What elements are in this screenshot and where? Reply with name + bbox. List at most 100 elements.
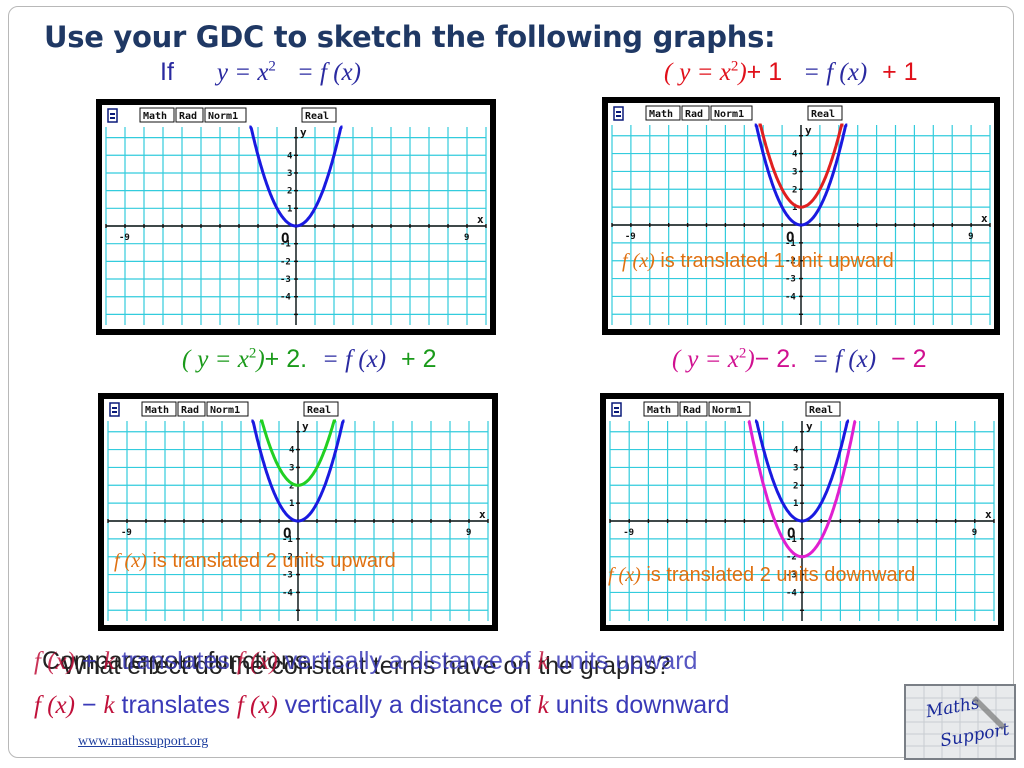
y-tick-label: -4 xyxy=(280,293,291,303)
x-axis-label: x xyxy=(985,508,992,521)
y-axis-label: y xyxy=(300,126,307,139)
eq-open: ( xyxy=(672,346,681,373)
rule-fx: f (x) xyxy=(34,648,75,675)
rule-upward: f (x) + k translates f (x) vertically a … xyxy=(34,647,697,676)
status-math-badge xyxy=(139,107,175,123)
status-label: Math xyxy=(649,109,673,120)
status-label: Norm1 xyxy=(208,111,238,122)
y-tick-label: -2 xyxy=(282,553,293,563)
battery-icon xyxy=(611,402,622,417)
status-rad-badge xyxy=(175,107,204,123)
x-tick-right: 9 xyxy=(464,233,469,243)
status-label: Rad xyxy=(181,405,199,416)
x-tick-right: 9 xyxy=(968,232,973,242)
status-real-badge xyxy=(805,401,841,417)
rule-rest: vertically a distance of xyxy=(277,647,538,675)
eq-base-exp: 2 xyxy=(268,58,276,75)
eq-plus1: ( y = x2)+ 1 = f (x) + 1 xyxy=(664,58,918,87)
y-tick-label: 4 xyxy=(287,151,293,161)
origin-label: O xyxy=(281,231,289,247)
status-real-badge xyxy=(807,105,843,121)
status-norm1-badge xyxy=(206,401,249,417)
curve-shifted xyxy=(260,419,336,487)
status-real-badge xyxy=(301,107,337,123)
eq-close: ) xyxy=(256,346,265,373)
annotation-fx: f (x) xyxy=(622,250,655,272)
gdc-screen-minus2: Math Rad Norm1 Real x y O -9 9 4 3 2 1 -1 -2 -3 -4 xyxy=(600,393,1004,631)
battery-icon xyxy=(107,108,118,123)
eq-plus2: ( y = x2)+ 2. = f (x) + 2 xyxy=(182,345,437,374)
y-tick-label: -3 xyxy=(280,275,291,285)
eq-lhs: y = x xyxy=(679,59,731,86)
annotation-plus2: f (x) is translated 2 units upward xyxy=(114,550,396,573)
status-label: Rad xyxy=(179,111,197,122)
y-tick-label: 3 xyxy=(792,167,797,177)
x-tick-left: -9 xyxy=(121,528,132,538)
y-tick-label: -4 xyxy=(282,588,293,598)
eq-shift: + 1 xyxy=(746,58,783,86)
annotation-text: is translated 1 unit upward xyxy=(654,250,894,272)
eq-rhs: = f (x) xyxy=(803,59,868,86)
rule-translates: translates xyxy=(114,691,237,719)
rule-fx: f (x) xyxy=(34,692,75,719)
eq-exp: 2 xyxy=(248,345,257,362)
status-norm1-badge xyxy=(204,107,247,123)
y-tick-label: -2 xyxy=(785,257,796,267)
y-tick-label: -4 xyxy=(786,588,797,598)
battery-icon xyxy=(613,106,624,121)
eq-lhs: y = x xyxy=(197,346,249,373)
y-tick-label: -3 xyxy=(785,275,796,285)
rule-k2: k xyxy=(537,648,549,675)
eq-shift: − 2. xyxy=(754,345,798,373)
status-rad-badge xyxy=(679,401,708,417)
eq-close: ) xyxy=(746,346,755,373)
x-tick-right: 9 xyxy=(972,528,977,538)
y-tick-label: 1 xyxy=(289,499,294,509)
eq-exp: 2 xyxy=(730,58,739,75)
y-tick-label: -1 xyxy=(280,240,291,250)
status-label: Real xyxy=(811,109,835,120)
status-label: Norm1 xyxy=(714,109,744,120)
y-tick-label: 4 xyxy=(793,446,799,456)
compare-prompt: Compare your functions. xyxy=(42,647,315,675)
status-norm1-badge xyxy=(708,401,751,417)
y-tick-label: 1 xyxy=(287,204,292,214)
gdc-screen-plus1: Math Rad Norm1 Real x y O -9 9 4 3 2 1 -1 -2 -3 -4 xyxy=(602,97,1000,335)
y-tick-label: 3 xyxy=(793,463,798,473)
if-label: If xyxy=(160,58,174,86)
website-link[interactable]: www.mathssupport.org xyxy=(78,734,209,749)
y-tick-label: 1 xyxy=(793,499,798,509)
status-math-badge xyxy=(141,401,177,417)
status-label: Real xyxy=(307,405,331,416)
battery-icon xyxy=(109,402,120,417)
eq-rhs-shift: + 1 xyxy=(882,58,918,86)
annotation-minus2: f (x) is translated 2 units downward xyxy=(608,564,915,587)
y-tick-label: -2 xyxy=(280,257,291,267)
rule-minus: − xyxy=(74,691,104,719)
y-tick-label: 4 xyxy=(289,446,295,456)
y-tick-label: 2 xyxy=(792,185,797,195)
origin-label: O xyxy=(283,526,291,542)
curve-base xyxy=(754,123,848,227)
curve-base xyxy=(754,419,850,523)
y-tick-label: -3 xyxy=(282,571,293,581)
gdc-display: Math Rad Norm1 Real x y O -9 9 4 3 2 1 -1 -2 -3 -4 xyxy=(606,399,998,625)
status-label: Norm1 xyxy=(210,405,240,416)
rule-downward: f (x) − k translates f (x) vertically a … xyxy=(34,691,729,720)
y-tick-label: -2 xyxy=(786,553,797,563)
y-tick-label: -1 xyxy=(282,535,293,545)
status-rad-badge xyxy=(177,401,206,417)
y-tick-label: 2 xyxy=(793,481,798,491)
rule-k: k xyxy=(103,648,115,675)
rule-fx2: f (x) xyxy=(236,692,278,719)
rule-k2: k xyxy=(537,692,549,719)
annotation-text: is translated 2 units upward xyxy=(146,550,396,572)
page-title: Use your GDC to sketch the following gra… xyxy=(44,20,776,54)
x-tick-left: -9 xyxy=(625,232,636,242)
y-axis-label: y xyxy=(302,420,309,433)
eq-base: If y = x2 = f (x) xyxy=(160,58,361,87)
eq-base-lhs: y = x xyxy=(216,59,269,86)
curve-shifted xyxy=(747,419,857,559)
effect-question: What effect do the constant terms have o… xyxy=(62,652,671,680)
x-tick-right: 9 xyxy=(466,528,471,538)
